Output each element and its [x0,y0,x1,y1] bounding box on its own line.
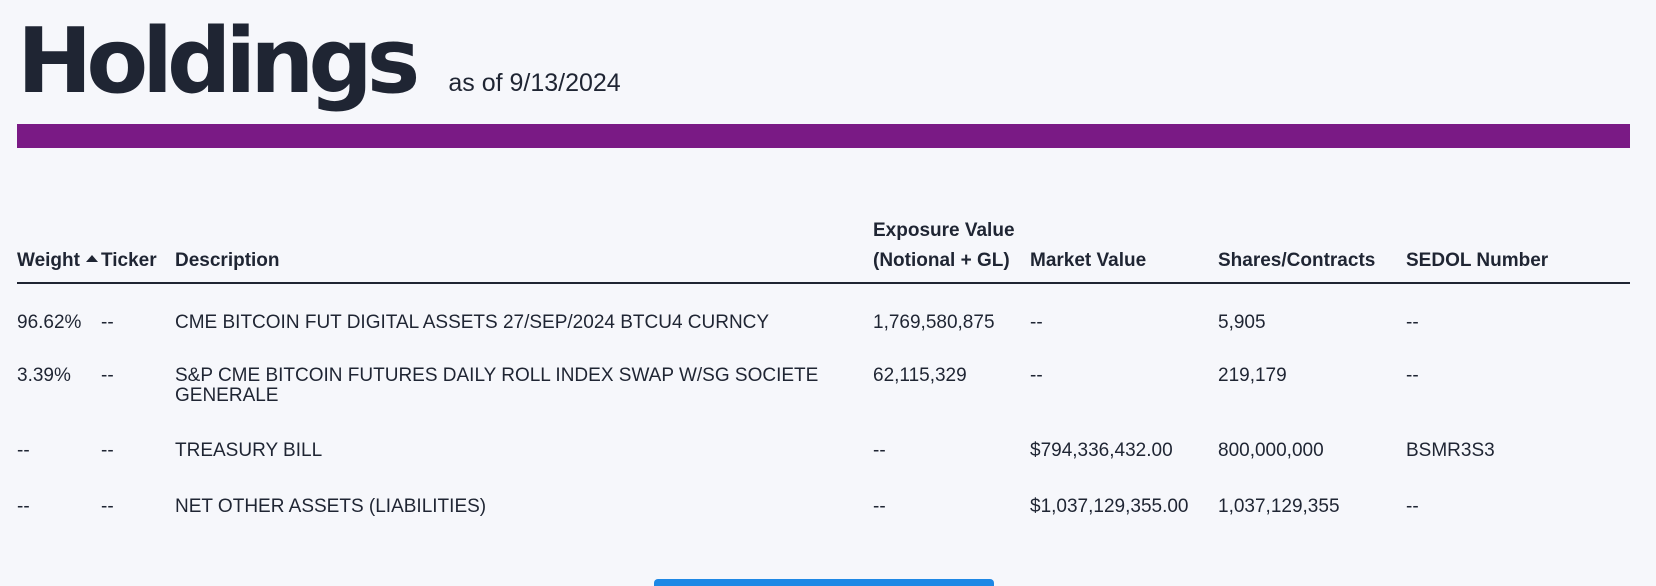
view-all-holdings-button[interactable] [654,579,994,586]
column-header-sedol[interactable]: SEDOL Number [1406,216,1630,284]
cell-weight: 96.62% [17,312,82,333]
column-header-ticker[interactable]: Ticker [101,216,175,284]
page-title: Holdings [17,9,420,114]
column-header-market-value-label: Market Value [1030,250,1147,271]
cell-ticker: -- [101,496,114,517]
table-header-row: Weight Ticker Description Exposure Value… [17,216,1630,284]
cell-market-value: $1,037,129,355.00 [1030,496,1189,517]
table-row: 3.39% -- S&P CME BITCOIN FUTURES DAILY R… [17,333,1630,406]
cell-market-value: -- [1030,312,1043,333]
column-header-market-value[interactable]: Market Value [1030,216,1218,284]
cell-ticker: -- [101,312,114,333]
cell-ticker: -- [101,365,114,386]
cell-shares: 800,000,000 [1218,440,1324,461]
column-header-shares-label: Shares/Contracts [1218,250,1376,271]
column-header-description-label: Description [175,250,280,271]
cell-exposure: -- [873,440,886,461]
table-row: -- -- NET OTHER ASSETS (LIABILITIES) -- … [17,461,1630,517]
cell-market-value: $794,336,432.00 [1030,440,1173,461]
cell-description: S&P CME BITCOIN FUTURES DAILY ROLL INDEX… [175,365,819,406]
cell-sedol: -- [1406,312,1419,333]
column-header-sedol-label: SEDOL Number [1406,250,1549,271]
column-header-exposure-line1: Exposure Value [873,220,1015,241]
cell-shares: 219,179 [1218,365,1287,386]
column-header-ticker-label: Ticker [101,250,157,271]
cell-exposure: 1,769,580,875 [873,312,995,333]
cell-description: NET OTHER ASSETS (LIABILITIES) [175,496,487,517]
accent-bar [17,124,1630,148]
cell-market-value: -- [1030,365,1043,386]
cell-ticker: -- [101,440,114,461]
column-header-weight-label: Weight [17,250,80,271]
cell-description: CME BITCOIN FUT DIGITAL ASSETS 27/SEP/20… [175,312,770,333]
column-header-shares[interactable]: Shares/Contracts [1218,216,1406,284]
column-header-exposure-line2: (Notional + GL) [873,250,1010,271]
cell-shares: 5,905 [1218,312,1266,333]
cell-exposure: 62,115,329 [873,365,967,386]
column-header-weight[interactable]: Weight [17,216,101,284]
cell-weight: -- [17,440,30,461]
holdings-table: Weight Ticker Description Exposure Value… [17,216,1630,517]
cell-weight: -- [17,496,30,517]
cell-exposure: -- [873,496,886,517]
cell-weight: 3.39% [17,365,71,386]
column-header-description[interactable]: Description [175,216,873,284]
cell-sedol: BSMR3S3 [1406,440,1495,461]
cell-sedol: -- [1406,365,1419,386]
column-header-exposure[interactable]: Exposure Value (Notional + GL) [873,216,1030,284]
cell-description: TREASURY BILL [175,440,323,461]
as-of-date: as of 9/13/2024 [448,69,621,97]
table-row: 96.62% -- CME BITCOIN FUT DIGITAL ASSETS… [17,283,1630,333]
sort-ascending-icon[interactable] [85,255,98,263]
cell-sedol: -- [1406,496,1419,517]
cell-shares: 1,037,129,355 [1218,496,1340,517]
holdings-header: Holdings as of 9/13/2024 [17,12,621,112]
table-row: -- -- TREASURY BILL -- $794,336,432.00 8… [17,406,1630,461]
